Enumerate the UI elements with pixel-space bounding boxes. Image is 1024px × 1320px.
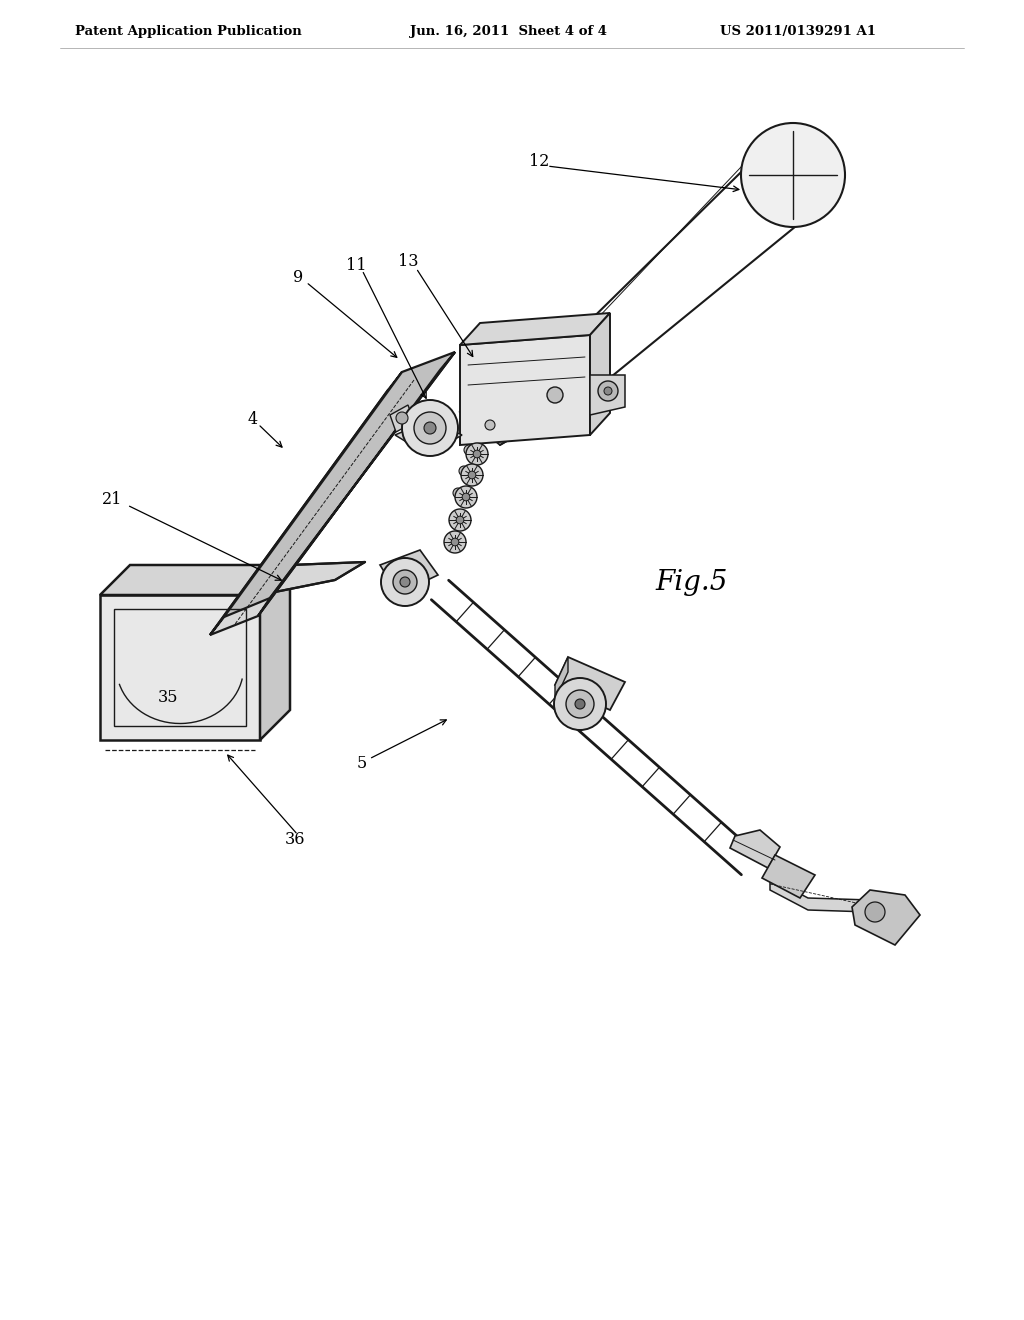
Text: 11: 11 bbox=[346, 256, 367, 273]
Circle shape bbox=[566, 690, 594, 718]
Polygon shape bbox=[460, 355, 595, 445]
Polygon shape bbox=[590, 313, 610, 436]
Text: Patent Application Publication: Patent Application Publication bbox=[75, 25, 302, 38]
Circle shape bbox=[547, 387, 563, 403]
Text: Fig.5: Fig.5 bbox=[655, 569, 727, 597]
Circle shape bbox=[381, 558, 429, 606]
Polygon shape bbox=[390, 405, 414, 432]
Text: 35: 35 bbox=[158, 689, 178, 705]
Circle shape bbox=[575, 700, 585, 709]
Polygon shape bbox=[380, 550, 438, 594]
Text: 5: 5 bbox=[357, 755, 368, 771]
Circle shape bbox=[449, 510, 471, 531]
Text: 4: 4 bbox=[248, 412, 258, 429]
Circle shape bbox=[456, 516, 464, 524]
Circle shape bbox=[402, 400, 458, 455]
Text: 12: 12 bbox=[528, 153, 549, 170]
Text: 9: 9 bbox=[293, 269, 303, 286]
Polygon shape bbox=[258, 352, 455, 616]
Polygon shape bbox=[770, 878, 870, 912]
Circle shape bbox=[414, 412, 446, 444]
Polygon shape bbox=[555, 657, 568, 700]
Circle shape bbox=[400, 577, 410, 587]
Circle shape bbox=[424, 422, 436, 434]
Circle shape bbox=[865, 902, 885, 921]
Polygon shape bbox=[210, 372, 402, 635]
Polygon shape bbox=[224, 352, 455, 616]
Polygon shape bbox=[260, 562, 365, 595]
Circle shape bbox=[452, 539, 459, 546]
Polygon shape bbox=[460, 335, 590, 445]
Polygon shape bbox=[762, 855, 815, 898]
Polygon shape bbox=[100, 565, 290, 595]
Circle shape bbox=[485, 420, 495, 430]
Text: US 2011/0139291 A1: US 2011/0139291 A1 bbox=[720, 25, 876, 38]
Circle shape bbox=[468, 471, 476, 479]
Polygon shape bbox=[460, 313, 610, 345]
Circle shape bbox=[461, 465, 483, 486]
Circle shape bbox=[396, 412, 408, 424]
Polygon shape bbox=[852, 890, 920, 945]
Circle shape bbox=[464, 445, 474, 455]
Circle shape bbox=[466, 444, 488, 465]
Text: 21: 21 bbox=[101, 491, 122, 508]
Circle shape bbox=[393, 570, 417, 594]
Circle shape bbox=[455, 486, 477, 508]
Text: Jun. 16, 2011  Sheet 4 of 4: Jun. 16, 2011 Sheet 4 of 4 bbox=[410, 25, 607, 38]
Circle shape bbox=[554, 678, 606, 730]
Circle shape bbox=[598, 381, 618, 401]
Circle shape bbox=[459, 466, 469, 477]
Circle shape bbox=[604, 387, 612, 395]
Polygon shape bbox=[210, 370, 440, 635]
Polygon shape bbox=[590, 375, 625, 414]
Polygon shape bbox=[730, 830, 780, 869]
Circle shape bbox=[444, 531, 466, 553]
Polygon shape bbox=[395, 420, 462, 455]
Polygon shape bbox=[100, 595, 260, 741]
Text: 36: 36 bbox=[285, 832, 305, 849]
Polygon shape bbox=[555, 657, 625, 710]
Circle shape bbox=[741, 123, 845, 227]
Text: 13: 13 bbox=[397, 253, 418, 271]
Polygon shape bbox=[260, 565, 290, 741]
Circle shape bbox=[462, 494, 470, 500]
Circle shape bbox=[453, 488, 463, 498]
Circle shape bbox=[473, 450, 481, 458]
